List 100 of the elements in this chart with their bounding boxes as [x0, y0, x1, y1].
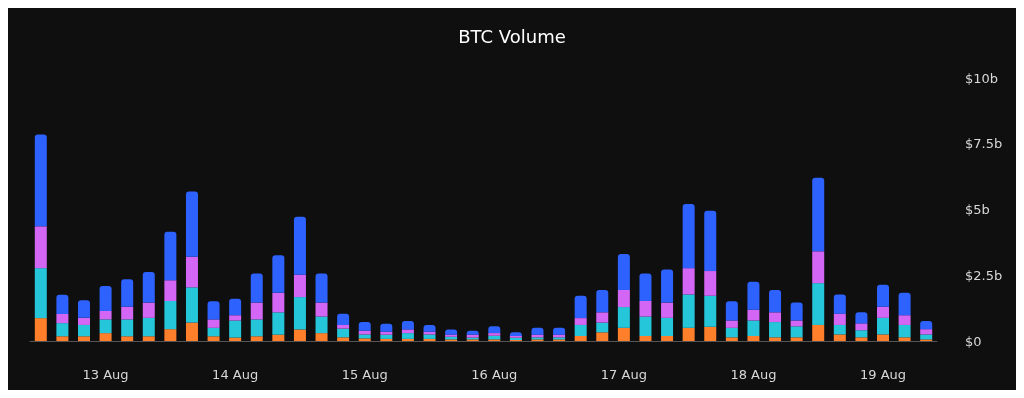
bar — [833, 294, 846, 314]
bar — [488, 333, 501, 336]
bar — [920, 334, 933, 340]
bar — [358, 334, 371, 339]
bar — [682, 327, 695, 341]
bar — [898, 292, 911, 316]
bar — [164, 301, 177, 330]
bar — [898, 324, 911, 338]
bar — [401, 329, 414, 334]
bar — [790, 326, 803, 338]
bar — [682, 203, 695, 269]
bar — [250, 319, 263, 337]
bar — [337, 337, 350, 341]
bar — [769, 337, 782, 341]
bar — [833, 324, 846, 335]
bar — [877, 284, 890, 307]
bar — [855, 337, 868, 341]
bar — [358, 338, 371, 341]
bar — [639, 301, 652, 317]
bar — [682, 294, 695, 328]
bar — [99, 311, 112, 320]
bar — [77, 300, 90, 318]
bar — [617, 289, 630, 308]
y-tick-label: $2.5b — [965, 267, 1003, 283]
bar — [337, 328, 350, 338]
bar — [725, 320, 738, 328]
bar — [207, 336, 220, 341]
bar — [207, 301, 220, 320]
x-tick-label: 17 Aug — [600, 367, 647, 382]
bar — [855, 330, 868, 338]
bar — [229, 298, 242, 316]
bar — [229, 320, 242, 338]
bar — [207, 319, 220, 328]
bar — [812, 283, 825, 325]
bar — [121, 306, 134, 320]
bar — [877, 317, 890, 335]
bar — [833, 313, 846, 325]
bar — [661, 336, 674, 341]
bar — [833, 334, 846, 341]
bar — [855, 323, 868, 331]
bar — [142, 272, 155, 303]
bar — [142, 302, 155, 318]
bar — [812, 177, 825, 252]
x-tick-label: 13 Aug — [82, 367, 129, 382]
bar — [769, 312, 782, 323]
x-tick-label: 15 Aug — [341, 367, 388, 382]
bar — [337, 324, 350, 329]
bar — [185, 322, 198, 341]
bar — [855, 312, 868, 324]
bar — [747, 309, 760, 321]
bar — [596, 289, 609, 313]
bar — [920, 329, 933, 335]
bar — [661, 302, 674, 318]
bar — [56, 294, 69, 314]
bar — [56, 313, 69, 324]
bar — [401, 338, 414, 341]
bar — [725, 337, 738, 341]
bar — [661, 317, 674, 336]
y-tick-label: $7.5b — [965, 136, 1003, 152]
bar — [661, 269, 674, 303]
bar — [99, 333, 112, 341]
bar — [682, 268, 695, 295]
bar — [99, 319, 112, 334]
bar — [121, 336, 134, 341]
bar — [250, 273, 263, 303]
bar — [574, 336, 587, 341]
bar — [639, 336, 652, 341]
bar — [747, 281, 760, 310]
bar — [272, 255, 285, 293]
bar — [423, 338, 436, 341]
bar — [725, 301, 738, 321]
bar — [34, 226, 47, 269]
bar — [272, 312, 285, 335]
bar — [250, 336, 263, 341]
bar — [596, 312, 609, 323]
bar — [574, 324, 587, 336]
bar — [423, 334, 436, 339]
bar — [164, 280, 177, 302]
bar — [747, 320, 760, 336]
bar — [185, 256, 198, 288]
bar — [315, 273, 328, 303]
bar — [164, 231, 177, 281]
bar — [617, 253, 630, 290]
bar — [34, 134, 47, 227]
bar — [77, 336, 90, 341]
bar — [207, 327, 220, 337]
bar — [704, 295, 717, 327]
bar — [790, 337, 803, 341]
bar — [142, 336, 155, 341]
bar — [639, 316, 652, 336]
bar — [142, 317, 155, 337]
bar — [380, 331, 393, 335]
bar — [596, 322, 609, 333]
bar — [185, 287, 198, 323]
bar — [121, 319, 134, 337]
bar — [747, 336, 760, 341]
bar — [337, 313, 350, 325]
bar — [77, 324, 90, 337]
bar — [574, 318, 587, 325]
bar — [401, 333, 414, 339]
